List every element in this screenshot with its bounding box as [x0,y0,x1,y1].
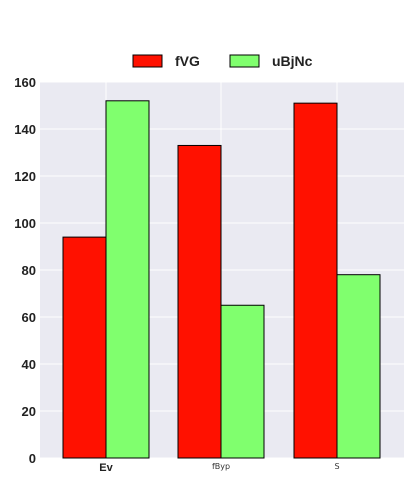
legend-label-series-0: fVG [175,53,200,69]
x-axis-ticks: Ev fByp S [99,462,339,474]
bar-fVG-fByp [177,144,222,459]
y-tick-label: 80 [22,263,36,278]
y-tick-label: 140 [14,122,36,137]
y-axis-ticks: 0 20 40 60 80 100 120 140 160 [14,75,36,466]
bar-fVG-Ev [62,236,107,459]
bar-uBjNc-fByp [220,304,265,459]
legend-swatch-series-1 [229,54,260,68]
bar-uBjNc-S [336,274,381,459]
x-tick-label: Ev [99,462,113,474]
legend-swatch-series-0 [132,54,163,68]
y-tick-label: 100 [14,216,36,231]
legend: fVG uBjNc [132,53,313,69]
y-tick-label: 40 [22,357,36,372]
bar-fVG-S [293,102,338,459]
bar-uBjNc-Ev [105,100,150,459]
x-tick-label: S [334,462,339,471]
y-tick-label: 60 [22,310,36,325]
y-tick-label: 20 [22,404,36,419]
y-tick-label: 160 [14,75,36,90]
legend-label-series-1: uBjNc [272,53,313,69]
bars [62,100,381,459]
y-tick-label: 0 [29,451,36,466]
y-tick-label: 120 [14,169,36,184]
x-tick-label: fByp [212,462,230,471]
